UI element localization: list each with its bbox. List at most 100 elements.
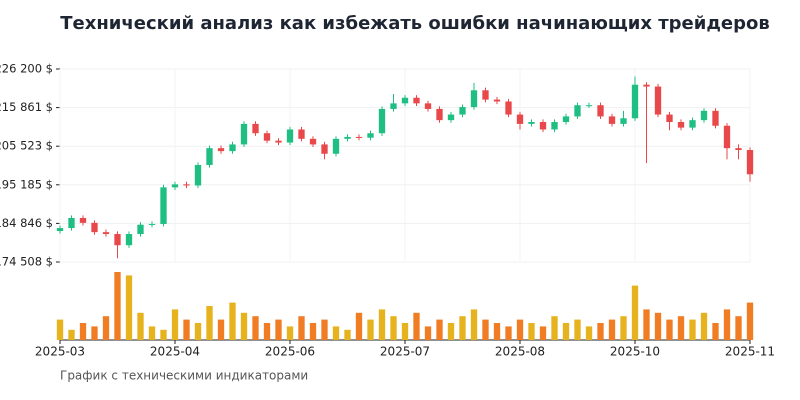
- candle-body: [56, 228, 64, 232]
- candle-body: [367, 133, 374, 138]
- candle-body: [470, 90, 478, 108]
- candle-body: [654, 86, 662, 115]
- volume-bar: [137, 312, 144, 340]
- volume-bar: [183, 319, 190, 340]
- candle-body: [286, 129, 294, 143]
- volume-bar: [516, 319, 524, 340]
- volume-bar: [562, 323, 570, 340]
- candle-body: [677, 122, 685, 128]
- volume-bar: [654, 312, 662, 340]
- candle-body: [125, 234, 133, 246]
- volume-bar: [160, 329, 167, 340]
- candle-body: [148, 223, 156, 225]
- candle-body: [183, 184, 190, 186]
- volume-bar: [631, 285, 639, 340]
- candle-body: [102, 232, 110, 235]
- candle-body: [447, 114, 455, 121]
- volume-bar: [344, 329, 351, 340]
- volume-bar: [390, 316, 397, 340]
- volume-bar: [275, 319, 282, 340]
- candle-body: [332, 138, 340, 154]
- candle-body: [298, 129, 305, 139]
- candle-body: [620, 118, 627, 124]
- volume-bar: [378, 309, 386, 340]
- chart-caption: График с техническими индикаторами: [60, 369, 308, 383]
- volume-bar: [470, 309, 478, 340]
- volume-bar: [263, 323, 271, 340]
- candle-body: [562, 116, 570, 123]
- x-tick-label: 2025-06: [265, 345, 315, 359]
- volume-bar: [597, 323, 604, 340]
- candle-body: [493, 99, 501, 102]
- volume-bar: [229, 302, 236, 340]
- volume-bar: [608, 319, 616, 340]
- volume-bar: [171, 309, 179, 340]
- volume-bar: [551, 316, 558, 340]
- candle-body: [378, 108, 386, 134]
- volume-bar: [585, 326, 593, 340]
- x-tick-label: 2025-08: [495, 345, 545, 359]
- volume-bar: [91, 326, 98, 340]
- volume-bar: [539, 326, 547, 340]
- volume-bar: [493, 323, 501, 340]
- volume-bar: [332, 326, 340, 340]
- candle-body: [390, 103, 397, 109]
- candle-body: [700, 110, 708, 121]
- y-tick-label: 174 508 $: [0, 255, 53, 269]
- candle-body: [539, 122, 547, 130]
- volume-bar: [700, 312, 708, 340]
- volume-bar: [459, 316, 466, 340]
- candle-body: [309, 138, 317, 145]
- candle-body: [206, 148, 213, 165]
- volume-bar: [401, 323, 409, 340]
- volume-bar: [723, 309, 731, 340]
- volume-bar: [114, 272, 121, 340]
- volume-bar: [298, 316, 305, 340]
- candle-body: [516, 114, 524, 124]
- candle-body: [355, 136, 363, 138]
- candle-body: [68, 217, 75, 229]
- candle-body: [608, 116, 616, 124]
- volume-bar: [735, 316, 742, 340]
- volume-bar: [355, 312, 363, 340]
- volume-bar: [217, 319, 225, 340]
- volume-bar: [643, 309, 650, 340]
- volume-bar: [102, 316, 110, 340]
- candle-body: [114, 234, 121, 246]
- x-tick-label: 2025-03: [35, 345, 85, 359]
- candle-body: [137, 224, 144, 235]
- volume-bar: [505, 326, 512, 340]
- y-tick-label: 184 846 $: [0, 216, 53, 230]
- candle-body: [436, 108, 443, 121]
- candle-body: [528, 122, 535, 124]
- x-tick-label: 2025-07: [380, 345, 430, 359]
- volume-bar: [206, 306, 213, 340]
- candle-body: [401, 97, 409, 104]
- candle-body: [275, 140, 282, 143]
- candle-body: [263, 133, 271, 141]
- candle-body: [229, 144, 236, 152]
- y-tick-label: 195 185 $: [0, 177, 53, 191]
- candle-body: [240, 123, 248, 145]
- candle-body: [712, 110, 719, 126]
- candle-body: [194, 164, 202, 186]
- volume-bar: [413, 312, 420, 340]
- volume-bar: [746, 302, 754, 340]
- candle-body: [505, 101, 512, 115]
- volume-bar: [309, 323, 317, 340]
- candle-body: [482, 90, 489, 100]
- candle-body: [79, 217, 87, 223]
- volume-bar: [125, 275, 133, 340]
- candle-body: [217, 148, 225, 152]
- candle-body: [459, 107, 466, 115]
- candle-body: [413, 97, 420, 104]
- volume-bar: [620, 316, 627, 340]
- candle-body: [252, 123, 259, 134]
- volume-bar: [528, 323, 535, 340]
- candle-body: [551, 122, 558, 130]
- volume-bar: [712, 323, 719, 340]
- volume-bar: [148, 326, 156, 340]
- candle-body: [723, 125, 731, 149]
- candle-body: [574, 105, 581, 117]
